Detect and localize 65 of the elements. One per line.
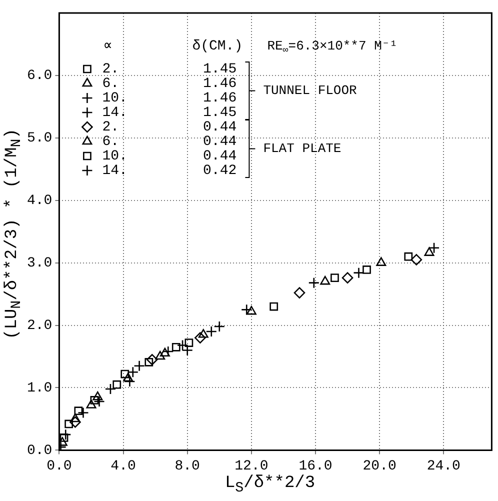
annotation: FLAT PLATE <box>263 141 342 156</box>
point <box>320 276 330 285</box>
annotation: TUNNEL FLOOR <box>263 83 358 98</box>
point <box>86 400 96 408</box>
annotation: δ(CM.) <box>192 38 243 55</box>
point <box>184 338 194 347</box>
point <box>144 358 154 366</box>
point <box>64 420 73 428</box>
y-tick-label: 0.0 <box>26 442 52 459</box>
point <box>155 350 166 360</box>
point <box>92 391 103 400</box>
point <box>198 329 208 338</box>
point <box>104 383 116 395</box>
point <box>90 396 99 404</box>
point <box>428 242 440 254</box>
legend-label: 14. 0.42 <box>102 163 237 180</box>
point <box>146 354 158 366</box>
point <box>194 332 206 344</box>
x-tick-label: 8.0 <box>174 458 200 474</box>
legend-label: 10. 1.46 <box>102 90 237 107</box>
point <box>70 416 81 428</box>
point <box>362 266 371 274</box>
point <box>206 326 218 338</box>
point <box>70 413 80 422</box>
legend-label: 10. 0.44 <box>102 148 237 165</box>
y-tick-label: 1.0 <box>26 380 52 396</box>
y-tick-label: 4.0 <box>26 193 52 210</box>
x-tick-label: 20.0 <box>362 458 396 474</box>
point <box>127 366 139 378</box>
legend-title: ∝ <box>103 38 112 55</box>
y-tick-label: 2.0 <box>26 318 52 334</box>
point <box>330 274 339 282</box>
point <box>74 406 83 416</box>
x-tick-label: 0.0 <box>46 458 72 474</box>
point <box>424 247 434 256</box>
legend-label: 14. 1.45 <box>102 105 237 122</box>
point <box>270 302 278 311</box>
point <box>120 370 130 378</box>
point <box>294 287 306 298</box>
legend-label: 6. 1.46 <box>102 76 237 92</box>
point <box>376 257 386 266</box>
legend-label: 2. 0.44 <box>102 120 237 136</box>
x-tick-label: 4.0 <box>110 458 136 474</box>
y-tick-label: 5.0 <box>26 130 52 147</box>
point <box>342 272 354 284</box>
point <box>240 304 252 316</box>
point <box>404 252 413 261</box>
x-tick-label: 24.0 <box>426 458 460 474</box>
point <box>308 277 320 288</box>
x-tick-label: 12.0 <box>234 458 268 474</box>
point <box>112 380 122 389</box>
x-axis-title: L$_{S}$/δ**2/3 <box>224 474 316 496</box>
point <box>410 254 422 266</box>
point <box>172 342 180 352</box>
point <box>246 306 256 315</box>
legend-label: 6. 0.44 <box>102 134 237 150</box>
point <box>214 320 226 332</box>
y-tick-label: 6.0 <box>26 68 52 84</box>
annotation: RE∞=6.3×10**7 M⁻¹ <box>267 38 398 56</box>
point <box>60 434 68 442</box>
legend-label: 2. 1.45 <box>102 62 237 78</box>
x-tick-label: 16.0 <box>298 458 332 474</box>
point <box>160 348 170 357</box>
y-tick-label: 3.0 <box>26 256 52 272</box>
point <box>123 372 134 382</box>
